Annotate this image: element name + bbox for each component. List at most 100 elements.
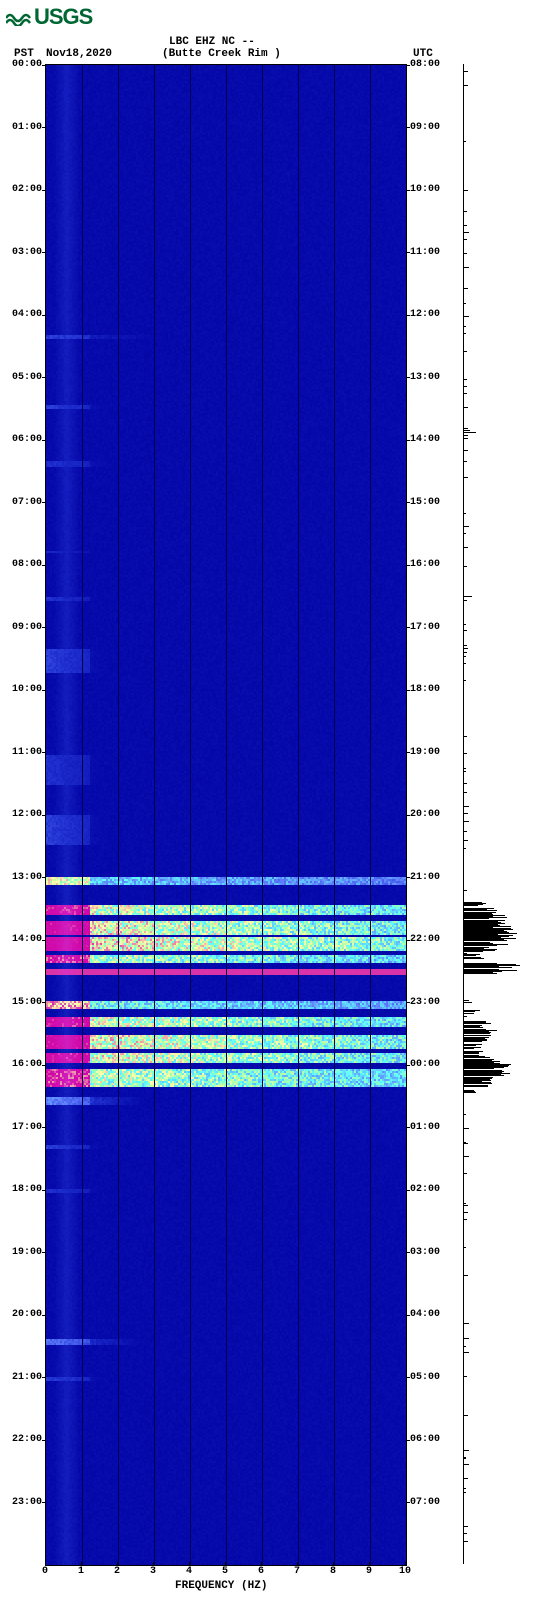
left-tick: 10:00: [12, 684, 42, 695]
logo-text: USGS: [34, 4, 92, 30]
left-tick: 17:00: [12, 1122, 42, 1133]
right-tick: 01:00: [410, 1122, 440, 1133]
gridline: [370, 65, 371, 1565]
wave-seg: [464, 1079, 467, 1080]
wave-seg: [464, 288, 468, 289]
wave-seg: [464, 1247, 466, 1248]
left-tick: 23:00: [12, 1497, 42, 1508]
gridline: [154, 65, 155, 1565]
station-code: LBC EHZ NC --: [169, 36, 255, 48]
wave-seg: [464, 1492, 466, 1493]
wave-seg: [464, 393, 467, 394]
x-tick: 4: [186, 1566, 192, 1577]
x-tick: 0: [42, 1566, 48, 1577]
wave-seg: [464, 407, 468, 408]
wave-seg: [464, 1016, 467, 1017]
wave-seg: [464, 1450, 469, 1451]
wave-seg: [464, 141, 466, 142]
wave-seg: [464, 958, 484, 959]
x-tick: 2: [114, 1566, 120, 1577]
left-tick: 07:00: [12, 497, 42, 508]
left-tick: 11:00: [12, 747, 42, 758]
wave-seg: [464, 1072, 467, 1073]
wave-seg: [464, 1376, 467, 1377]
wave-seg: [464, 890, 467, 891]
wave-seg: [464, 438, 468, 439]
left-tick: 02:00: [12, 184, 42, 195]
wave-seg: [464, 253, 467, 254]
wave-seg: [464, 1346, 466, 1347]
left-tick: 15:00: [12, 997, 42, 1008]
spectrogram: [45, 64, 407, 1566]
wave-seg: [464, 771, 466, 772]
wave-seg: [464, 1128, 469, 1129]
wave-seg: [464, 624, 466, 625]
wave-seg: [464, 211, 467, 212]
gridline: [262, 65, 263, 1565]
wave-seg: [464, 1457, 466, 1458]
right-tick: 02:00: [410, 1184, 440, 1195]
wave-seg: [464, 547, 468, 548]
right-tick: 10:00: [410, 184, 440, 195]
wave-seg: [464, 1458, 466, 1459]
right-tick: 09:00: [410, 122, 440, 133]
wave-seg: [464, 85, 468, 86]
chart-header: PST Nov18,2020 LBC EHZ NC -- (Butte Cree…: [0, 34, 552, 64]
amplitude-trace: [463, 64, 520, 1564]
left-tick: 16:00: [12, 1059, 42, 1070]
wave-seg: [464, 648, 468, 649]
wave-seg: [464, 1041, 482, 1042]
left-tick: 21:00: [12, 1372, 42, 1383]
x-tick: 3: [150, 1566, 156, 1577]
wave-seg: [464, 239, 467, 240]
wave-seg: [464, 526, 469, 527]
wave-seg: [464, 432, 476, 433]
wave-seg: [464, 680, 466, 681]
right-tick: 21:00: [410, 872, 440, 883]
left-tick: 01:00: [12, 122, 42, 133]
left-tick: 05:00: [12, 372, 42, 383]
wave-seg: [464, 1526, 468, 1527]
wave-seg: [464, 1212, 468, 1213]
left-tick: 06:00: [12, 434, 42, 445]
station-location: (Butte Creek Rim ): [162, 48, 281, 60]
wave-seg: [464, 303, 466, 304]
right-tick: 14:00: [410, 434, 440, 445]
gridline: [118, 65, 119, 1565]
wave-seg: [464, 953, 467, 954]
right-tick: 04:00: [410, 1309, 440, 1320]
wave-seg: [464, 932, 466, 933]
wave-seg: [464, 386, 467, 387]
usgs-logo: USGS: [0, 0, 552, 34]
wave-seg: [464, 840, 468, 841]
wave-seg: [464, 1352, 469, 1353]
left-tick: 19:00: [12, 1247, 42, 1258]
gridline: [334, 65, 335, 1565]
wave-seg: [464, 267, 469, 268]
wave-seg: [464, 379, 467, 380]
wave-seg: [464, 1092, 476, 1093]
wave-seg: [464, 1488, 466, 1489]
wave-seg: [464, 652, 467, 653]
right-tick: 19:00: [410, 747, 440, 758]
wave-seg: [464, 1275, 468, 1276]
right-tick: 23:00: [410, 997, 440, 1008]
gridline: [298, 65, 299, 1565]
x-tick: 10: [399, 1566, 411, 1577]
wave-seg: [464, 1541, 468, 1542]
wave-seg: [464, 1464, 469, 1465]
right-tick: 11:00: [410, 247, 440, 258]
wave-seg: [464, 1173, 467, 1174]
x-tick: 7: [294, 1566, 300, 1577]
x-tick: 1: [78, 1566, 84, 1577]
wave-seg: [464, 1002, 472, 1003]
gridline: [190, 65, 191, 1565]
right-tick: 13:00: [410, 372, 440, 383]
wave-seg: [464, 806, 469, 807]
wave-seg: [464, 225, 467, 226]
left-tick: 00:00: [12, 59, 42, 70]
x-tick: 5: [222, 1566, 228, 1577]
wave-seg: [464, 904, 468, 905]
wave-seg: [464, 1205, 468, 1206]
wave-seg: [464, 1338, 469, 1339]
